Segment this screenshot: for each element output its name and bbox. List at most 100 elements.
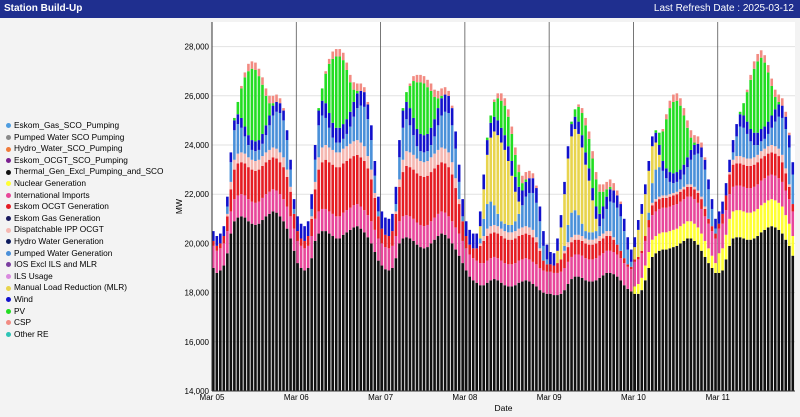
bar-segment	[229, 152, 233, 163]
bar-segment	[710, 268, 714, 391]
legend-item[interactable]: Nuclear Generation	[6, 178, 163, 190]
legend-item[interactable]: Eskom Gas Generation	[6, 213, 163, 225]
bar-segment	[633, 247, 637, 260]
bar-segment	[433, 217, 436, 240]
bar-segment	[341, 60, 345, 125]
bar-segment	[714, 272, 717, 391]
bar-segment	[482, 285, 486, 391]
bar-segment	[531, 237, 535, 262]
legend-item[interactable]: Thermal_Gen_Excl_Pumping_and_SCO	[6, 166, 163, 178]
legend-item[interactable]: Eskom OCGT Generation	[6, 201, 163, 213]
bar-segment	[608, 201, 612, 232]
legend-item[interactable]: IOS Excl ILS and MLR	[6, 259, 163, 271]
bar-segment	[317, 169, 320, 212]
bar-segment	[696, 153, 700, 191]
bar-segment	[675, 245, 679, 391]
bar-segment	[489, 233, 493, 259]
legend-label: Hydro Water Generation	[14, 235, 104, 246]
bar-segment	[352, 82, 356, 90]
legend-item[interactable]: Hydro_Water_SCO_Pumping	[6, 143, 163, 155]
bar-segment	[268, 213, 271, 391]
bar-segment	[285, 206, 289, 229]
bar-segment	[738, 111, 742, 115]
legend-swatch-icon	[6, 250, 11, 256]
bar-segment	[703, 159, 707, 170]
bar-segment	[380, 211, 384, 229]
bar-segment	[359, 228, 363, 391]
bar-segment	[693, 189, 696, 200]
bar-segment	[247, 135, 250, 145]
bar-segment	[440, 98, 443, 116]
bar-segment	[731, 159, 735, 165]
bar-segment	[229, 162, 233, 182]
bar-segment	[275, 212, 278, 391]
bar-segment	[665, 114, 668, 120]
bar-segment	[324, 73, 327, 104]
legend-item[interactable]: Pumped Water SCO Pumping	[6, 132, 163, 144]
bar-segment	[345, 210, 349, 233]
legend-item[interactable]: PV	[6, 306, 163, 318]
bar-segment	[292, 213, 296, 229]
bar-segment	[580, 113, 584, 136]
bar-segment	[447, 167, 450, 217]
bar-segment	[412, 135, 415, 155]
bar-segment	[724, 183, 728, 196]
x-tick-label: Mar 06	[284, 393, 309, 402]
bar-segment	[773, 153, 777, 176]
bar-segment	[507, 224, 510, 233]
bar-segment	[334, 56, 338, 128]
legend-item[interactable]: CSP	[6, 317, 163, 329]
bar-segment	[784, 173, 788, 191]
legend-swatch-icon	[6, 332, 11, 337]
bar-segment	[226, 253, 229, 391]
legend-item[interactable]: Pumped Water Generation	[6, 248, 163, 260]
legend-item[interactable]: Eskom_OCGT_SCO_Pumping	[6, 155, 163, 167]
bar-segment	[658, 199, 661, 209]
bar-segment	[387, 248, 391, 271]
bar-segment	[440, 95, 443, 99]
bar-segment	[745, 212, 749, 240]
bar-segment	[366, 104, 370, 120]
bar-segment	[215, 236, 219, 246]
bar-segment	[668, 196, 672, 207]
bar-segment	[447, 216, 450, 239]
y-tick-label: 18,000	[185, 289, 210, 298]
bar-segment	[492, 116, 496, 132]
bar-segment	[622, 218, 626, 232]
bar-segment	[531, 229, 535, 238]
legend-item[interactable]: ILS Usage	[6, 271, 163, 283]
bar-segment	[377, 211, 380, 217]
bar-segment	[507, 146, 510, 161]
legend-item[interactable]: Dispatchable IPP OCGT	[6, 224, 163, 236]
legend-item[interactable]: Manual Load Reduction (MLR)	[6, 282, 163, 294]
bar-segment	[492, 256, 496, 280]
bar-segment	[566, 146, 570, 159]
legend-item[interactable]: Eskom_Gas_SCO_Pumping	[6, 120, 163, 132]
bar-segment	[450, 105, 454, 109]
bar-segment	[282, 167, 285, 200]
legend-item[interactable]: Hydro Water Generation	[6, 236, 163, 248]
bar-segment	[370, 179, 373, 222]
bar-segment	[412, 81, 415, 118]
bar-segment	[756, 145, 759, 155]
bar-segment	[661, 249, 665, 391]
bar-segment	[278, 152, 282, 163]
bar-segment	[257, 169, 261, 202]
bar-segment	[763, 178, 766, 203]
bar-segment	[401, 108, 405, 111]
bar-segment	[563, 290, 566, 391]
bar-segment	[700, 250, 703, 391]
bar-segment	[240, 85, 243, 89]
bar-segment	[587, 281, 591, 391]
bar-segment	[461, 199, 464, 217]
legend-label: Eskom_Gas_SCO_Pumping	[14, 120, 120, 130]
bar-segment	[654, 199, 658, 202]
bar-segment	[693, 142, 696, 145]
bar-segment	[510, 160, 514, 176]
legend-item[interactable]: Other RE	[6, 329, 163, 341]
legend-item[interactable]: Wind	[6, 294, 163, 306]
bar-segment	[770, 85, 774, 116]
bar-segment	[521, 227, 524, 235]
bar-segment	[787, 223, 791, 246]
legend-item[interactable]: International Imports	[6, 190, 163, 202]
